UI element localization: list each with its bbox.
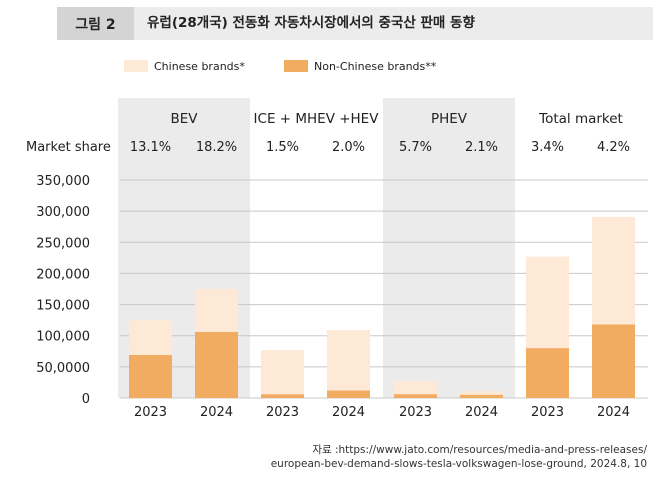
y-tick-label-3: 150,000 bbox=[36, 299, 90, 314]
market-share-value-3-1: 4.2% bbox=[597, 140, 630, 155]
figure-title: 유럽(28개국) 전동화 자동차시장에서의 중국산 판매 동향 bbox=[147, 15, 475, 31]
market-share-value-3-0: 3.4% bbox=[531, 140, 564, 155]
y-tick-label-7: 350,000 bbox=[36, 174, 90, 189]
bar-chinese-0-1 bbox=[195, 289, 238, 332]
bar-non-chinese-0-1 bbox=[195, 331, 238, 398]
group-label-0: BEV bbox=[170, 111, 198, 127]
x-tick-label-2-1: 2024 bbox=[465, 405, 498, 420]
market-share-value-0-1: 18.2% bbox=[196, 140, 237, 155]
x-tick-label-0-1: 2024 bbox=[200, 405, 233, 420]
market-share-value-2-1: 2.1% bbox=[465, 140, 498, 155]
group-panel-2 bbox=[383, 98, 515, 398]
bar-non-chinese-1-0 bbox=[261, 394, 304, 398]
source-line-1: 자료 :https://www.jato.com/resources/media… bbox=[312, 444, 647, 456]
bar-chinese-2-0 bbox=[394, 380, 437, 395]
source-line-2: european-bev-demand-slows-tesla-volkswag… bbox=[270, 458, 647, 470]
y-tick-label-1: 50,0000 bbox=[36, 361, 90, 376]
bar-non-chinese-2-0 bbox=[394, 394, 437, 398]
x-tick-label-3-0: 2023 bbox=[531, 405, 564, 420]
x-tick-label-3-1: 2024 bbox=[597, 405, 630, 420]
bar-chinese-3-0 bbox=[526, 256, 569, 349]
bar-chinese-1-1 bbox=[327, 330, 370, 391]
bar-non-chinese-0-0 bbox=[129, 355, 172, 398]
x-tick-label-2-0: 2023 bbox=[399, 405, 432, 420]
figure-header: 그림 2 유럽(28개국) 전동화 자동차시장에서의 중국산 판매 동향 bbox=[57, 7, 653, 40]
market-share-value-2-0: 5.7% bbox=[399, 140, 432, 155]
legend-label-chinese: Chinese brands* bbox=[154, 59, 245, 73]
bar-non-chinese-3-1 bbox=[592, 324, 635, 398]
market-share-value-1-0: 1.5% bbox=[266, 140, 299, 155]
group-label-2: PHEV bbox=[431, 111, 468, 127]
y-tick-label-0: 0 bbox=[82, 392, 90, 407]
x-tick-label-1-0: 2023 bbox=[266, 405, 299, 420]
x-tick-label-1-1: 2024 bbox=[332, 405, 365, 420]
legend-label-non-chinese: Non-Chinese brands** bbox=[314, 59, 437, 73]
market-share-value-1-1: 2.0% bbox=[332, 140, 365, 155]
legend-item-non-chinese: Non-Chinese brands** bbox=[284, 58, 436, 74]
market-share-value-0-0: 13.1% bbox=[130, 140, 171, 155]
legend-swatch-non-chinese bbox=[284, 60, 308, 72]
group-label-3: Total market bbox=[538, 111, 623, 127]
y-tick-label-6: 300,000 bbox=[36, 205, 90, 220]
x-tick-label-0-0: 2023 bbox=[134, 405, 167, 420]
y-tick-label-2: 100,000 bbox=[36, 330, 90, 345]
market-share-label: Market share bbox=[26, 140, 111, 155]
bar-chinese-3-1 bbox=[592, 216, 635, 325]
group-label-1: ICE + MHEV +HEV bbox=[254, 111, 380, 127]
bar-non-chinese-3-0 bbox=[526, 348, 569, 398]
legend-item-chinese: Chinese brands* bbox=[124, 58, 245, 74]
figure-tag: 그림 2 bbox=[57, 7, 134, 40]
bar-chinese-1-0 bbox=[261, 350, 304, 395]
y-tick-label-5: 250,000 bbox=[36, 236, 90, 251]
bar-chinese-2-1 bbox=[460, 391, 503, 395]
bar-non-chinese-2-1 bbox=[460, 394, 503, 398]
bar-non-chinese-1-1 bbox=[327, 390, 370, 398]
y-tick-label-4: 200,000 bbox=[36, 267, 90, 282]
bar-chinese-0-0 bbox=[129, 320, 172, 356]
legend-swatch-chinese bbox=[124, 60, 148, 72]
